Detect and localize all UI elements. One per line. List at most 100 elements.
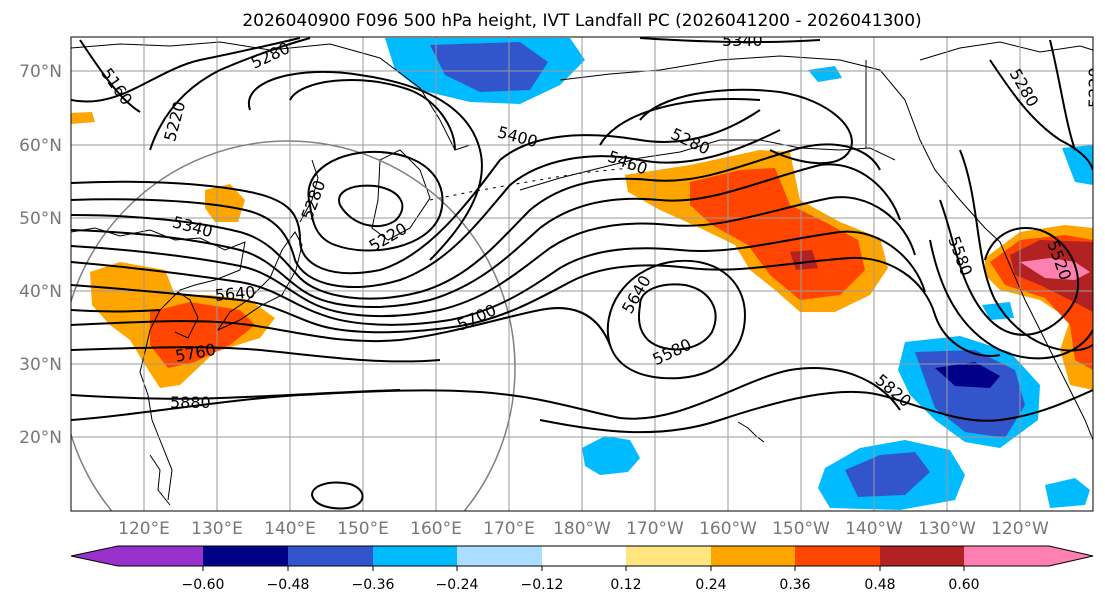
lon-label: 130°E [191,519,243,539]
colorbar-tick-labels: −0.60 −0.48 −0.36 −0.24 −0.12 0.12 0.24 … [182,577,980,593]
contour-label: 5880 [170,393,211,412]
lat-label: 30°N [19,355,62,375]
colorbar-outline [70,545,1094,567]
contour-south-1 [71,367,901,421]
contour-5640-cutoff [606,259,747,380]
contour-5340-north [639,37,821,44]
colorbar-bin [626,546,711,566]
contour-ne-pacific-trough-2 [959,149,1093,352]
colorbar-tick-label: 0.12 [610,577,641,593]
coast-siberia-north [71,41,471,151]
contour-5700 [71,307,611,346]
lon-label: 120°W [991,519,1049,539]
colorbar-bin [288,546,373,566]
colorbar-bin [795,546,880,566]
ivt-positive-mid-east-asia [150,302,255,368]
lon-label: 130°W [918,519,976,539]
contour-ne-pacific-trough-3 [929,239,1093,360]
colorbar-bin [203,546,288,566]
contour-zonal-4 [71,163,901,308]
coast-korea [174,291,199,339]
lon-label: 170°E [483,519,535,539]
contour-alaska-high-1 [639,88,853,165]
contour-zonal-2 [71,129,781,289]
contour-zonal-1 [71,109,761,275]
contour-north-america-1 [1049,39,1076,151]
gridlines [71,37,1093,511]
lat-label: 40°N [19,282,62,302]
colorbar-tick-label: −0.48 [267,577,310,593]
contour-zonal-6 [71,230,926,326]
colorbar-bin [711,546,795,566]
colorbar-tick-label: −0.60 [182,577,225,593]
map-panel: 5160 5280 5220 5340 5280 5220 5400 5460 … [71,31,1104,511]
contour-5160-nw [79,39,141,113]
colorbar-tick-marks [202,566,965,571]
lon-label: 160°W [699,519,757,539]
colorbar-tick-label: 0.24 [695,577,726,593]
contour-zonal-3 [71,143,881,300]
ivt-positive-core-gulf-of-alaska [790,250,818,270]
contour-5760 [71,346,441,363]
contour-5820 [539,389,1093,434]
ivt-negative-region-alaska [808,66,842,82]
latitude-labels: 70°N 60°N 50°N 40°N 30°N 20°N [19,62,62,448]
contour-low-inner [338,184,404,228]
ivt-negative-region-far-east [1045,478,1090,508]
lon-label: 170°W [626,519,684,539]
contour-5580-cutoff [638,283,717,351]
contour-5640-jet [71,256,1001,357]
ivt-positive-small-east-asia [205,184,245,222]
figure-title: 2026040900 F096 500 hPa height, IVT Land… [242,11,921,31]
lat-label: 50°N [19,209,62,229]
colorbar-bin [964,546,1049,566]
map-frame [70,36,1094,512]
ivt-negative-region-small [582,436,640,475]
colorbar-bin [880,546,964,566]
ivt-shading [71,38,1093,510]
height-contours [71,37,1093,510]
coast-sakhalin [299,159,319,223]
colorbar-tick-label: 0.48 [864,577,895,593]
landfall-region-circle [71,140,516,511]
colorbar-bin [118,546,203,566]
contour-label: 5340 [722,31,763,50]
colorbar-bin [373,546,457,566]
colorbar-bin [457,546,542,566]
contour-low-outer-2 [289,79,456,151]
colorbar-extend-high [1049,546,1093,566]
coast-japan [216,231,303,332]
contour-ne-pacific-trough-1 [939,199,1080,336]
contour-low-outer-1 [247,70,483,261]
contour-north-america-2 [989,59,1093,171]
lon-label: 140°W [845,519,903,539]
lat-label: 20°N [19,428,62,448]
colorbar-tick-label: −0.24 [436,577,479,593]
coast-hawaii [737,421,765,443]
lat-label: 70°N [19,62,62,82]
lon-label: 180°W [553,519,611,539]
colorbar-tick-label: 0.36 [779,577,810,593]
coast-aleutians [429,167,631,201]
contour-label: 5220 [1085,67,1104,108]
lon-label: 150°E [337,519,389,539]
coast-east-asia [71,227,246,501]
ivt-negative-core-arctic [430,42,548,92]
contour-pacific-west-1 [71,309,161,313]
lon-label: 160°E [410,519,462,539]
ivt-positive-small-west [71,112,95,124]
coast-alaska [559,55,1001,243]
ivt-negative-region-canada [1062,145,1093,185]
colorbar-tick-label: −0.12 [521,577,564,593]
contour-5280-nw [71,37,301,103]
coast-philippines [149,454,171,506]
ivt-negative-core-ne-pacific [935,362,1000,388]
lon-label: 150°W [772,519,830,539]
contour-low-mid [307,150,444,252]
lat-label: 60°N [19,136,62,156]
longitude-labels: 120°E 130°E 140°E 150°E 160°E 170°E 180°… [118,519,1049,539]
lon-label: 120°E [118,519,170,539]
ivt-positive-mid-gulf-of-alaska [690,168,865,300]
contour-zonal-5 [71,196,916,318]
contour-5220-nw [149,37,311,151]
